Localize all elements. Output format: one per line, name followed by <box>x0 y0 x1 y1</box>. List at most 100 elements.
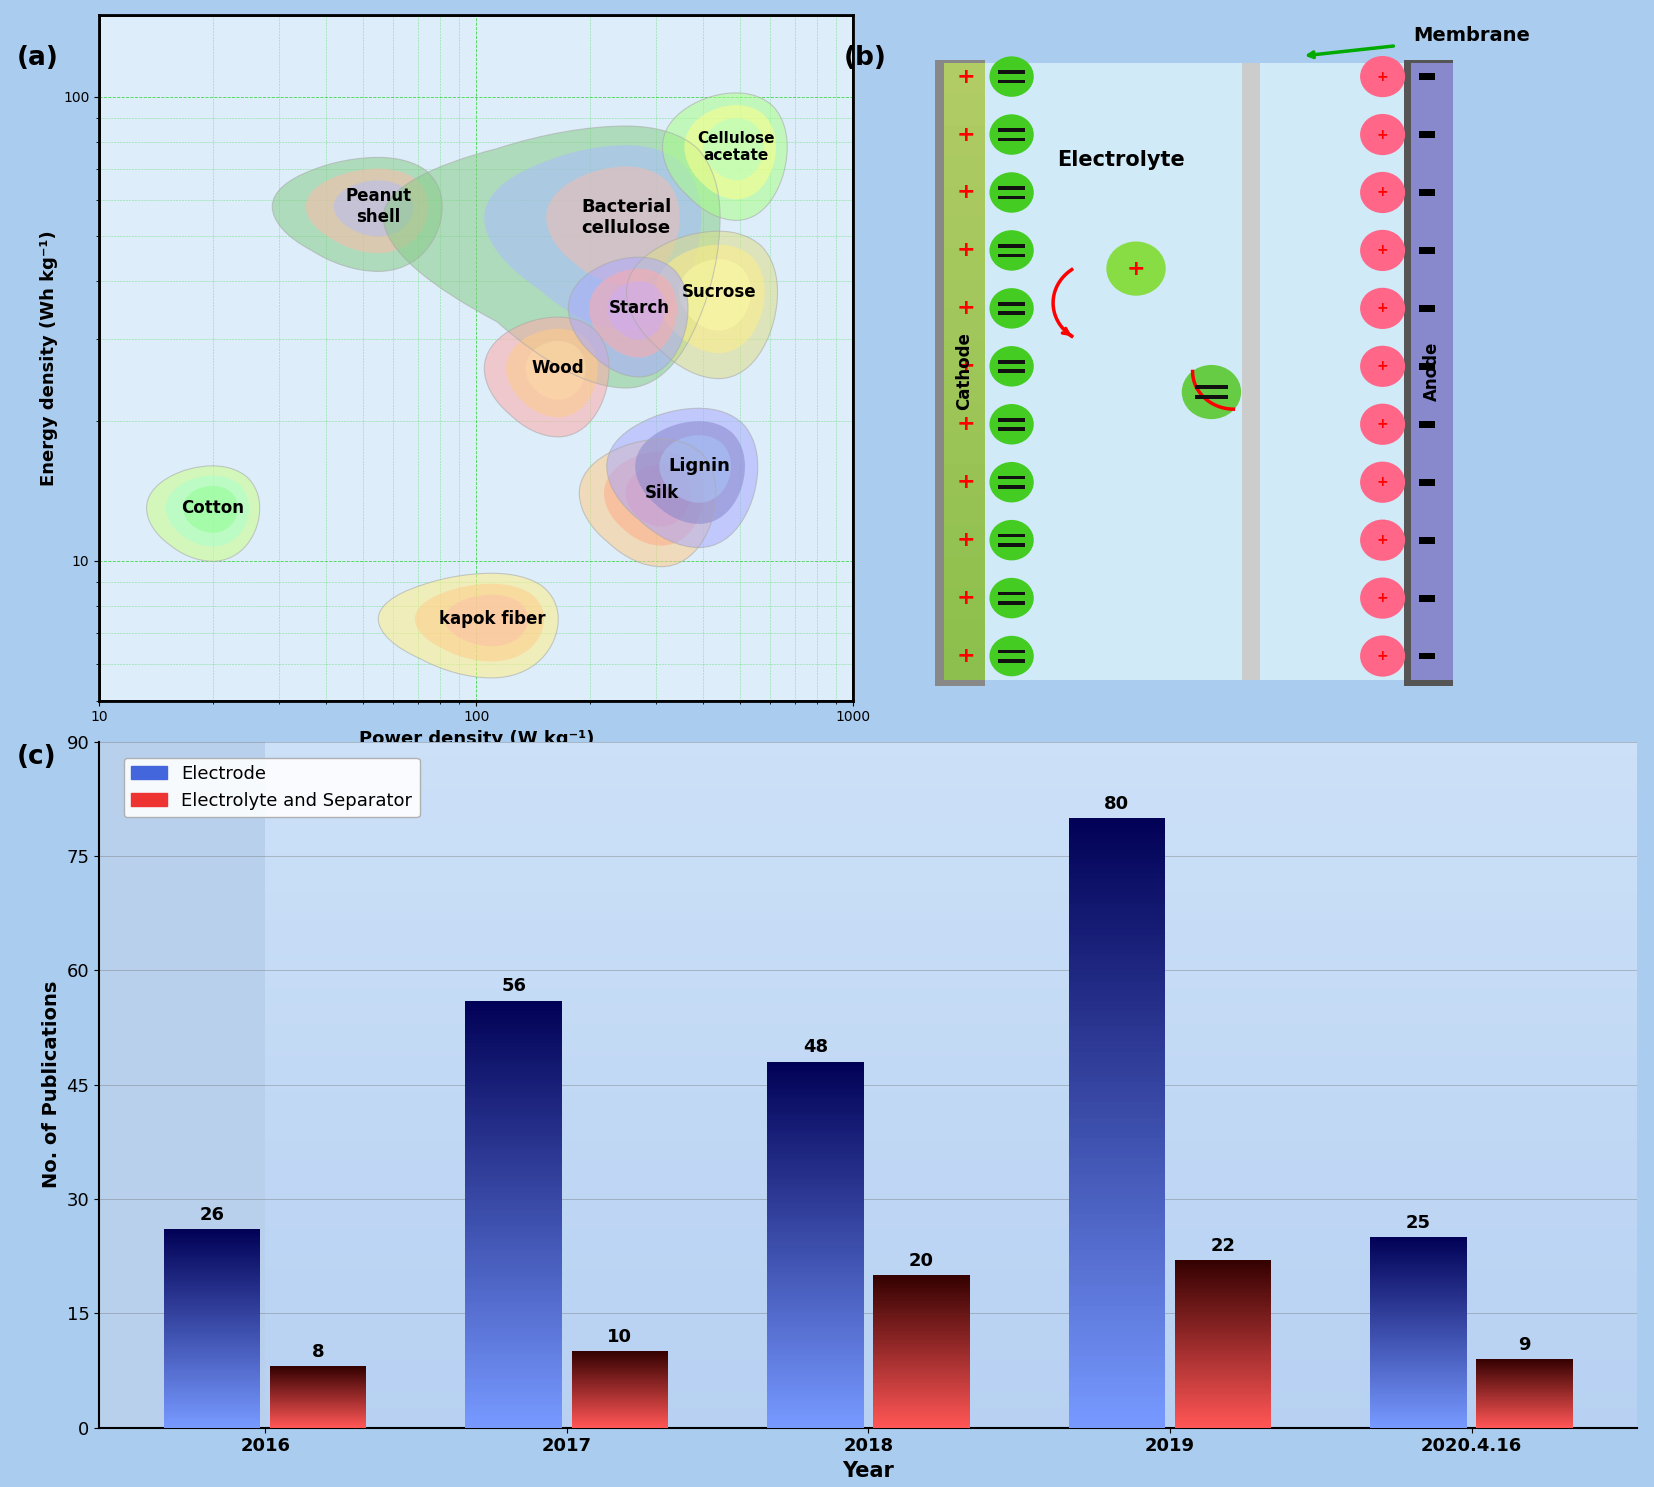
Bar <box>1174 1386 1272 1387</box>
FancyBboxPatch shape <box>986 62 1242 680</box>
Text: Electrolyte: Electrolyte <box>1057 150 1184 170</box>
Bar <box>164 1304 260 1306</box>
Bar <box>767 1323 863 1326</box>
Circle shape <box>991 230 1032 269</box>
Bar <box>265 1277 1654 1283</box>
Bar <box>465 1193 562 1197</box>
Bar <box>767 1277 863 1282</box>
Bar <box>1194 385 1227 390</box>
Bar <box>465 1381 562 1384</box>
Ellipse shape <box>604 452 705 546</box>
Bar <box>164 1359 260 1362</box>
Bar <box>1370 1295 1467 1297</box>
Bar <box>1174 1402 1272 1404</box>
Bar <box>1370 1367 1467 1370</box>
Bar <box>767 1367 863 1370</box>
Bar <box>1174 1285 1272 1286</box>
Bar <box>767 1381 863 1384</box>
Ellipse shape <box>607 281 665 339</box>
Bar <box>1068 1249 1164 1255</box>
Bar <box>767 1245 863 1248</box>
Bar <box>164 1364 260 1365</box>
Bar <box>465 1022 562 1026</box>
Bar <box>1370 1405 1467 1407</box>
Bar <box>767 1149 863 1154</box>
Bar <box>164 1408 260 1410</box>
Bar <box>767 1335 863 1340</box>
Bar <box>1174 1344 1272 1346</box>
Bar <box>767 1230 863 1233</box>
Bar <box>1068 980 1164 986</box>
Circle shape <box>991 520 1032 559</box>
Bar <box>164 1326 260 1328</box>
Bar <box>465 1050 562 1054</box>
Bar <box>164 1300 260 1303</box>
Bar <box>1370 1315 1467 1316</box>
Text: +: + <box>958 473 976 492</box>
Bar <box>1370 1398 1467 1399</box>
Bar <box>1370 1346 1467 1349</box>
Bar <box>265 824 1654 831</box>
Bar <box>465 1295 562 1300</box>
Bar <box>1068 1316 1164 1320</box>
Circle shape <box>1361 636 1404 675</box>
Circle shape <box>1361 288 1404 327</box>
Bar <box>1370 1375 1467 1377</box>
Bar <box>1174 1328 1272 1329</box>
Bar <box>767 1399 863 1404</box>
Circle shape <box>991 116 1032 153</box>
Bar <box>1068 1306 1164 1310</box>
Bar <box>767 1099 863 1102</box>
Bar <box>164 1240 260 1243</box>
Bar <box>465 1343 562 1346</box>
Bar <box>265 1010 1654 1016</box>
Bar <box>1068 883 1164 889</box>
Bar <box>164 1288 260 1289</box>
Bar <box>1370 1246 1467 1248</box>
Text: Membrane: Membrane <box>1413 25 1530 45</box>
Bar <box>265 790 1654 797</box>
Bar <box>1370 1393 1467 1396</box>
Bar <box>1068 990 1164 996</box>
Bar <box>164 1323 260 1325</box>
Bar <box>164 1298 260 1301</box>
Bar <box>265 879 1654 886</box>
Bar <box>164 1420 260 1423</box>
Bar <box>265 748 1654 755</box>
Bar <box>265 1044 1654 1050</box>
Bar <box>164 1393 260 1395</box>
Bar <box>164 1259 260 1261</box>
Bar <box>465 1356 562 1361</box>
Bar <box>1419 189 1436 196</box>
Bar <box>1068 1356 1164 1362</box>
Bar <box>265 1091 1654 1099</box>
Bar <box>465 1019 562 1022</box>
Bar <box>164 1319 260 1320</box>
Bar <box>1370 1245 1467 1246</box>
Bar <box>767 1080 863 1083</box>
Bar <box>465 1257 562 1261</box>
Bar <box>1174 1295 1272 1297</box>
Bar <box>1068 1005 1164 1011</box>
Bar <box>465 1335 562 1338</box>
Bar <box>1068 1245 1164 1249</box>
Circle shape <box>991 404 1032 443</box>
Bar <box>465 1371 562 1374</box>
Bar <box>1174 1344 1272 1347</box>
Bar <box>1174 1367 1272 1368</box>
Bar <box>1174 1325 1272 1326</box>
Bar <box>767 1094 863 1099</box>
Bar <box>767 1207 863 1210</box>
Bar <box>767 1196 863 1199</box>
Bar <box>1068 929 1164 935</box>
Text: +: + <box>1376 360 1388 373</box>
Text: +: + <box>1376 302 1388 315</box>
Bar <box>465 1384 562 1389</box>
Bar <box>164 1375 260 1378</box>
Bar <box>265 755 1654 763</box>
Bar <box>265 1126 1654 1133</box>
Bar <box>1370 1390 1467 1393</box>
Bar <box>465 1225 562 1228</box>
Bar <box>944 619 986 650</box>
Bar <box>164 1380 260 1381</box>
